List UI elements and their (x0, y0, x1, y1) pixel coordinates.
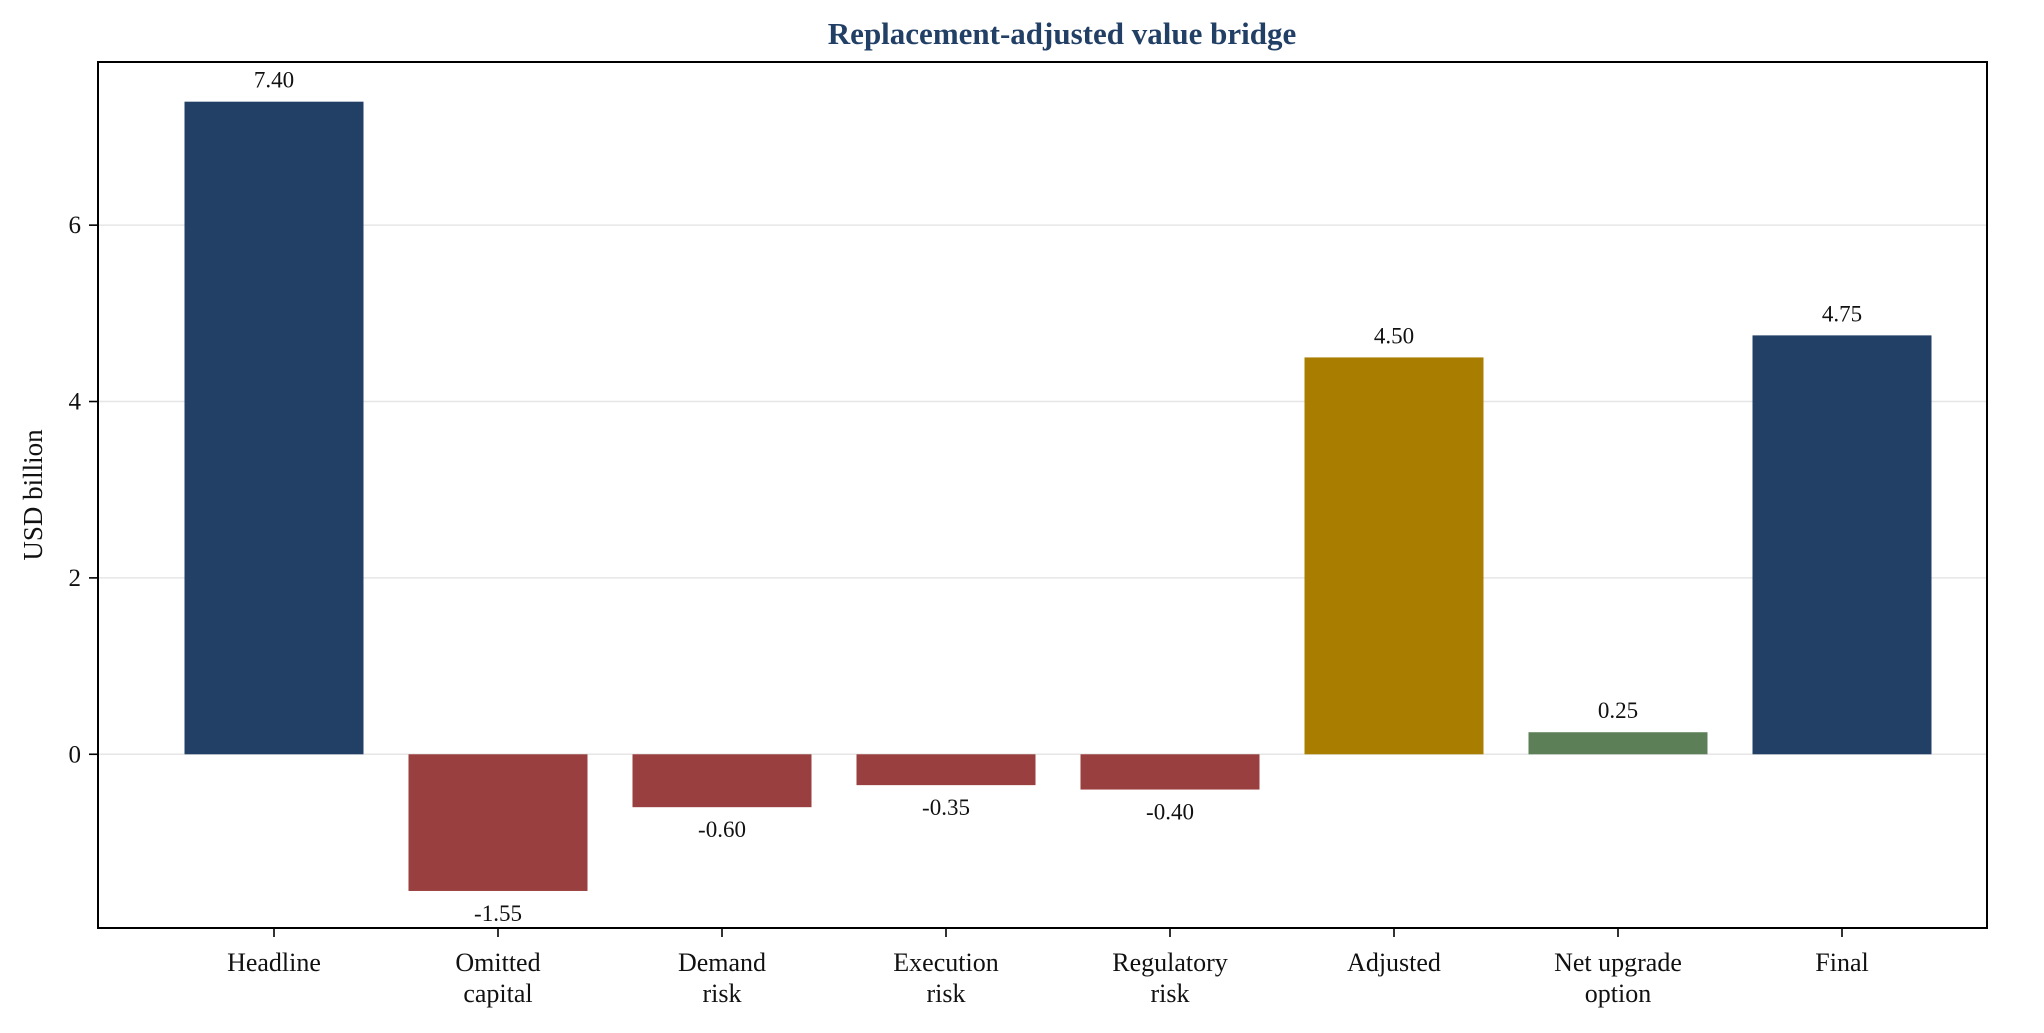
data-label: -1.55 (474, 901, 522, 926)
x-axis: Headline OmittedcapitalDemandriskExecutio… (227, 928, 1869, 1008)
y-tick-label: 2 (69, 565, 82, 592)
x-tick-label: risk (1151, 979, 1190, 1008)
y-axis-label: USD billion (18, 429, 48, 561)
bar (1304, 357, 1484, 755)
x-tick-label: Omitted (455, 948, 540, 977)
data-label: -0.35 (922, 795, 970, 820)
bar (408, 754, 588, 891)
y-tick-label: 4 (69, 389, 82, 416)
x-tick-label: capital (463, 979, 532, 1008)
x-tick-label: Regulatory (1112, 948, 1228, 977)
data-label: 4.75 (1822, 301, 1862, 326)
data-label: -0.60 (698, 817, 746, 842)
gridlines (98, 224, 1987, 756)
y-tick-label: 6 (69, 212, 82, 239)
x-tick-label: Final (1815, 948, 1868, 977)
y-axis: 0 2 4 6 (69, 212, 98, 768)
bar (184, 101, 364, 755)
x-tick-label: risk (927, 979, 966, 1008)
x-tick-label: Net upgrade (1554, 948, 1682, 977)
data-label: 4.50 (1374, 323, 1414, 348)
data-label: -0.40 (1146, 800, 1194, 825)
x-tick-label: Adjusted (1347, 948, 1441, 977)
bar (1752, 335, 1932, 755)
data-label: 7.40 (254, 68, 294, 93)
bar (1080, 754, 1260, 790)
data-label: 0.25 (1598, 698, 1638, 723)
bars (184, 101, 1932, 891)
x-tick-label: Headline (227, 948, 321, 977)
bar (1528, 732, 1708, 755)
y-tick-label: 0 (69, 741, 82, 768)
x-tick-label: option (1585, 979, 1651, 1008)
plot-frame (97, 61, 1988, 929)
chart-title: Replacement-adjusted value bridge (828, 16, 1296, 51)
bar (856, 754, 1036, 786)
x-tick-label: Demand (678, 948, 766, 977)
data-labels: 7.40 -1.55 -0.60 -0.35 -0.40 4.50 0.25 4.75 (254, 68, 1862, 926)
x-tick-label: Execution (893, 948, 998, 977)
bar (632, 754, 812, 808)
x-tick-label: risk (703, 979, 742, 1008)
